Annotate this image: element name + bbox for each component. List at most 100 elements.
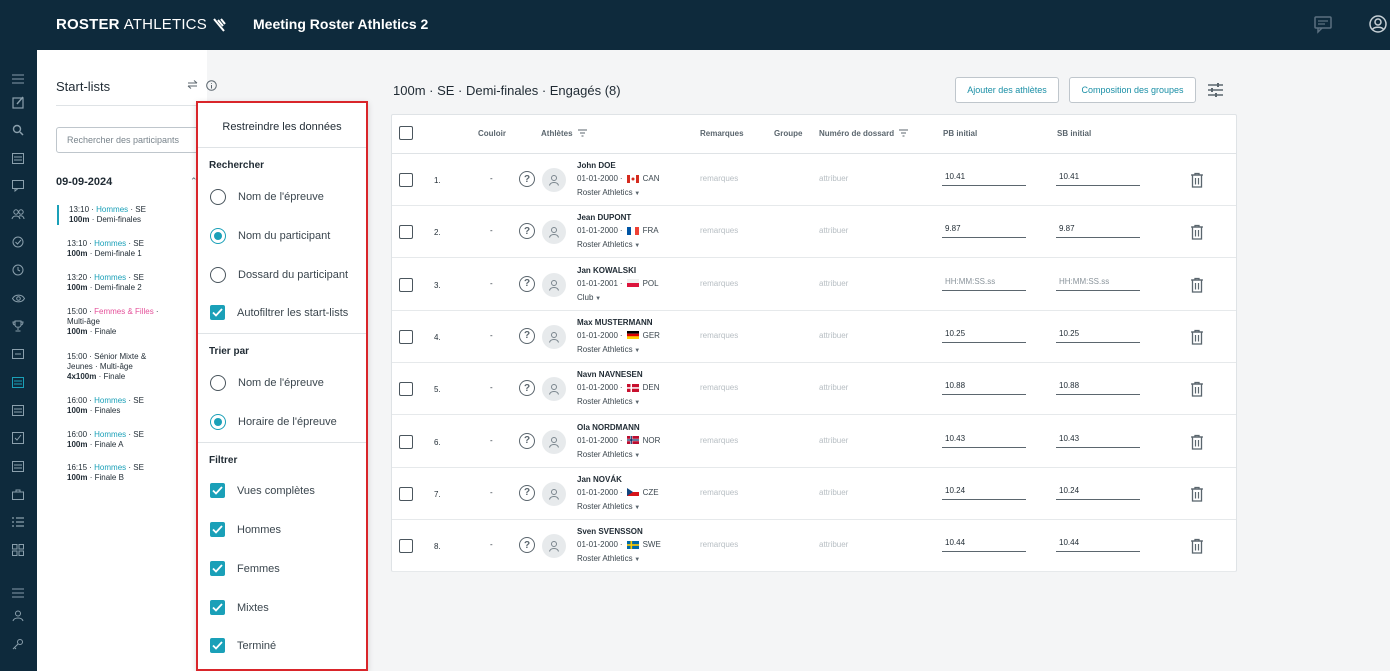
- trash-icon[interactable]: [1190, 486, 1204, 502]
- row-checkbox[interactable]: [399, 539, 413, 554]
- message-icon[interactable]: [10, 178, 26, 194]
- radio-unchecked[interactable]: [210, 375, 226, 391]
- app-logo[interactable]: ROSTER ATHLETICS: [56, 16, 227, 33]
- remarks-field[interactable]: remarques: [700, 435, 739, 445]
- checkbox-option[interactable]: Hommes: [210, 522, 281, 537]
- account-icon[interactable]: [1368, 14, 1388, 34]
- club-dropdown[interactable]: Club ▼: [577, 293, 601, 302]
- sb-input[interactable]: 10.88: [1056, 381, 1140, 396]
- help-icon[interactable]: ?: [519, 484, 535, 501]
- chat-icon[interactable]: [1313, 14, 1333, 34]
- row-checkbox[interactable]: [399, 225, 413, 240]
- bib-field[interactable]: attribuer: [819, 226, 849, 236]
- users-icon[interactable]: [10, 206, 26, 222]
- checkbox-option[interactable]: Mixtes: [210, 600, 269, 615]
- pb-input[interactable]: 9.87: [942, 224, 1026, 239]
- menu-icon[interactable]: [10, 71, 26, 87]
- checkbox-checked[interactable]: [210, 305, 225, 320]
- athlete-name[interactable]: John DOE: [577, 161, 616, 170]
- sb-input[interactable]: HH:MM:SS.ss: [1056, 277, 1140, 291]
- pb-input[interactable]: 10.44: [942, 538, 1026, 553]
- trash-icon[interactable]: [1190, 277, 1204, 293]
- checkbox-option[interactable]: Autofiltrer les start-lists: [210, 305, 348, 320]
- bib-field[interactable]: attribuer: [819, 435, 849, 445]
- athlete-name[interactable]: Jean DUPONT: [577, 213, 632, 223]
- pb-input[interactable]: HH:MM:SS.ss: [942, 277, 1026, 291]
- trash-icon[interactable]: [1190, 224, 1204, 240]
- clock-icon[interactable]: [10, 262, 26, 278]
- bullet-list-icon[interactable]: [10, 514, 26, 530]
- radio-option[interactable]: Nom de l'épreuve: [210, 189, 324, 205]
- startlist-event-item[interactable]: 16:00 · Hommes · SE 100m · Finale A: [57, 430, 202, 450]
- club-dropdown[interactable]: Roster Athletics ▼: [577, 345, 640, 354]
- remarks-field[interactable]: remarques: [700, 226, 739, 236]
- sb-input[interactable]: 10.44: [1056, 538, 1140, 553]
- search-icon[interactable]: [10, 122, 26, 138]
- radio-option[interactable]: Nom du participant: [210, 228, 330, 244]
- results-icon[interactable]: [10, 402, 26, 418]
- bib-field[interactable]: attribuer: [819, 278, 849, 288]
- column-sb[interactable]: SB initial: [1057, 129, 1092, 138]
- checkbox-checked[interactable]: [210, 483, 225, 498]
- check-circle-icon[interactable]: [10, 234, 26, 250]
- radio-unchecked[interactable]: [210, 189, 226, 205]
- athlete-name[interactable]: Max MUSTERMANN: [577, 317, 653, 327]
- list-icon[interactable]: [10, 150, 26, 166]
- bib-field[interactable]: attribuer: [819, 174, 849, 183]
- athlete-name[interactable]: Ola NORDMANN: [577, 422, 640, 432]
- info-icon[interactable]: [206, 80, 217, 91]
- row-checkbox[interactable]: [399, 173, 413, 187]
- filter-icon[interactable]: [899, 129, 908, 137]
- pb-input[interactable]: 10.88: [942, 381, 1026, 396]
- column-remarks[interactable]: Remarques: [700, 129, 744, 138]
- row-checkbox[interactable]: [399, 277, 413, 292]
- sb-input[interactable]: 10.43: [1056, 434, 1140, 448]
- help-icon[interactable]: ?: [519, 327, 535, 344]
- trash-icon[interactable]: [1190, 434, 1204, 450]
- eye-icon[interactable]: [10, 290, 26, 306]
- scoreboard-icon[interactable]: [10, 346, 26, 362]
- row-checkbox[interactable]: [399, 434, 413, 449]
- remarks-field[interactable]: remarques: [700, 383, 739, 393]
- help-icon[interactable]: ?: [519, 432, 535, 449]
- athlete-name[interactable]: Sven SVENSSON: [577, 527, 643, 537]
- pb-input[interactable]: 10.24: [942, 486, 1026, 500]
- radio-option[interactable]: Horaire de l'épreuve: [210, 414, 337, 430]
- pb-input[interactable]: 10.41: [942, 172, 1026, 186]
- checkbox-checked[interactable]: [210, 638, 225, 653]
- trash-icon[interactable]: [1190, 381, 1204, 397]
- athlete-name[interactable]: Jan KOWALSKI: [577, 265, 637, 275]
- bib-field[interactable]: attribuer: [819, 383, 849, 393]
- row-checkbox[interactable]: [399, 486, 413, 501]
- checkbox-option[interactable]: Terminé: [210, 638, 276, 653]
- club-dropdown[interactable]: Roster Athletics ▼: [577, 188, 640, 197]
- trophy-icon[interactable]: [10, 318, 26, 334]
- sb-input[interactable]: 10.41: [1056, 172, 1140, 186]
- club-dropdown[interactable]: Roster Athletics ▼: [577, 450, 640, 459]
- help-icon[interactable]: ?: [519, 223, 535, 240]
- club-dropdown[interactable]: Roster Athletics ▼: [577, 554, 640, 563]
- help-icon[interactable]: ?: [519, 171, 535, 187]
- column-pb[interactable]: PB initial: [943, 129, 978, 138]
- settings-sliders-icon[interactable]: [1207, 82, 1224, 98]
- startlist-event-item[interactable]: 15:00 · Femmes & Filles · Multi-âge 100m ·…: [57, 307, 202, 337]
- radio-checked[interactable]: [210, 228, 226, 244]
- grid-icon[interactable]: [10, 542, 26, 558]
- column-bib[interactable]: Numéro de dossard: [819, 129, 895, 138]
- help-icon[interactable]: ?: [519, 380, 535, 397]
- bib-field[interactable]: attribuer: [819, 487, 849, 497]
- swap-icon[interactable]: [187, 80, 198, 89]
- athlete-name[interactable]: Jan NOVÁK: [577, 474, 622, 484]
- startlist-event-item[interactable]: 13:20 · Hommes · SE 100m · Demi-finale 2: [57, 273, 202, 293]
- startlist-event-item[interactable]: 13:10 · Hommes · SE 100m · Demi-finale 1: [57, 239, 202, 259]
- edit-icon[interactable]: [10, 94, 26, 110]
- bib-field[interactable]: attribuer: [819, 330, 849, 340]
- help-icon[interactable]: ?: [519, 275, 535, 292]
- club-dropdown[interactable]: Roster Athletics ▼: [577, 397, 640, 406]
- club-dropdown[interactable]: Roster Athletics ▼: [577, 502, 640, 511]
- row-checkbox[interactable]: [399, 382, 413, 397]
- radio-option[interactable]: Nom de l'épreuve: [210, 375, 324, 391]
- remarks-field[interactable]: remarques: [700, 278, 739, 288]
- column-athletes[interactable]: Athlètes: [541, 129, 573, 138]
- bib-field[interactable]: attribuer: [819, 540, 849, 550]
